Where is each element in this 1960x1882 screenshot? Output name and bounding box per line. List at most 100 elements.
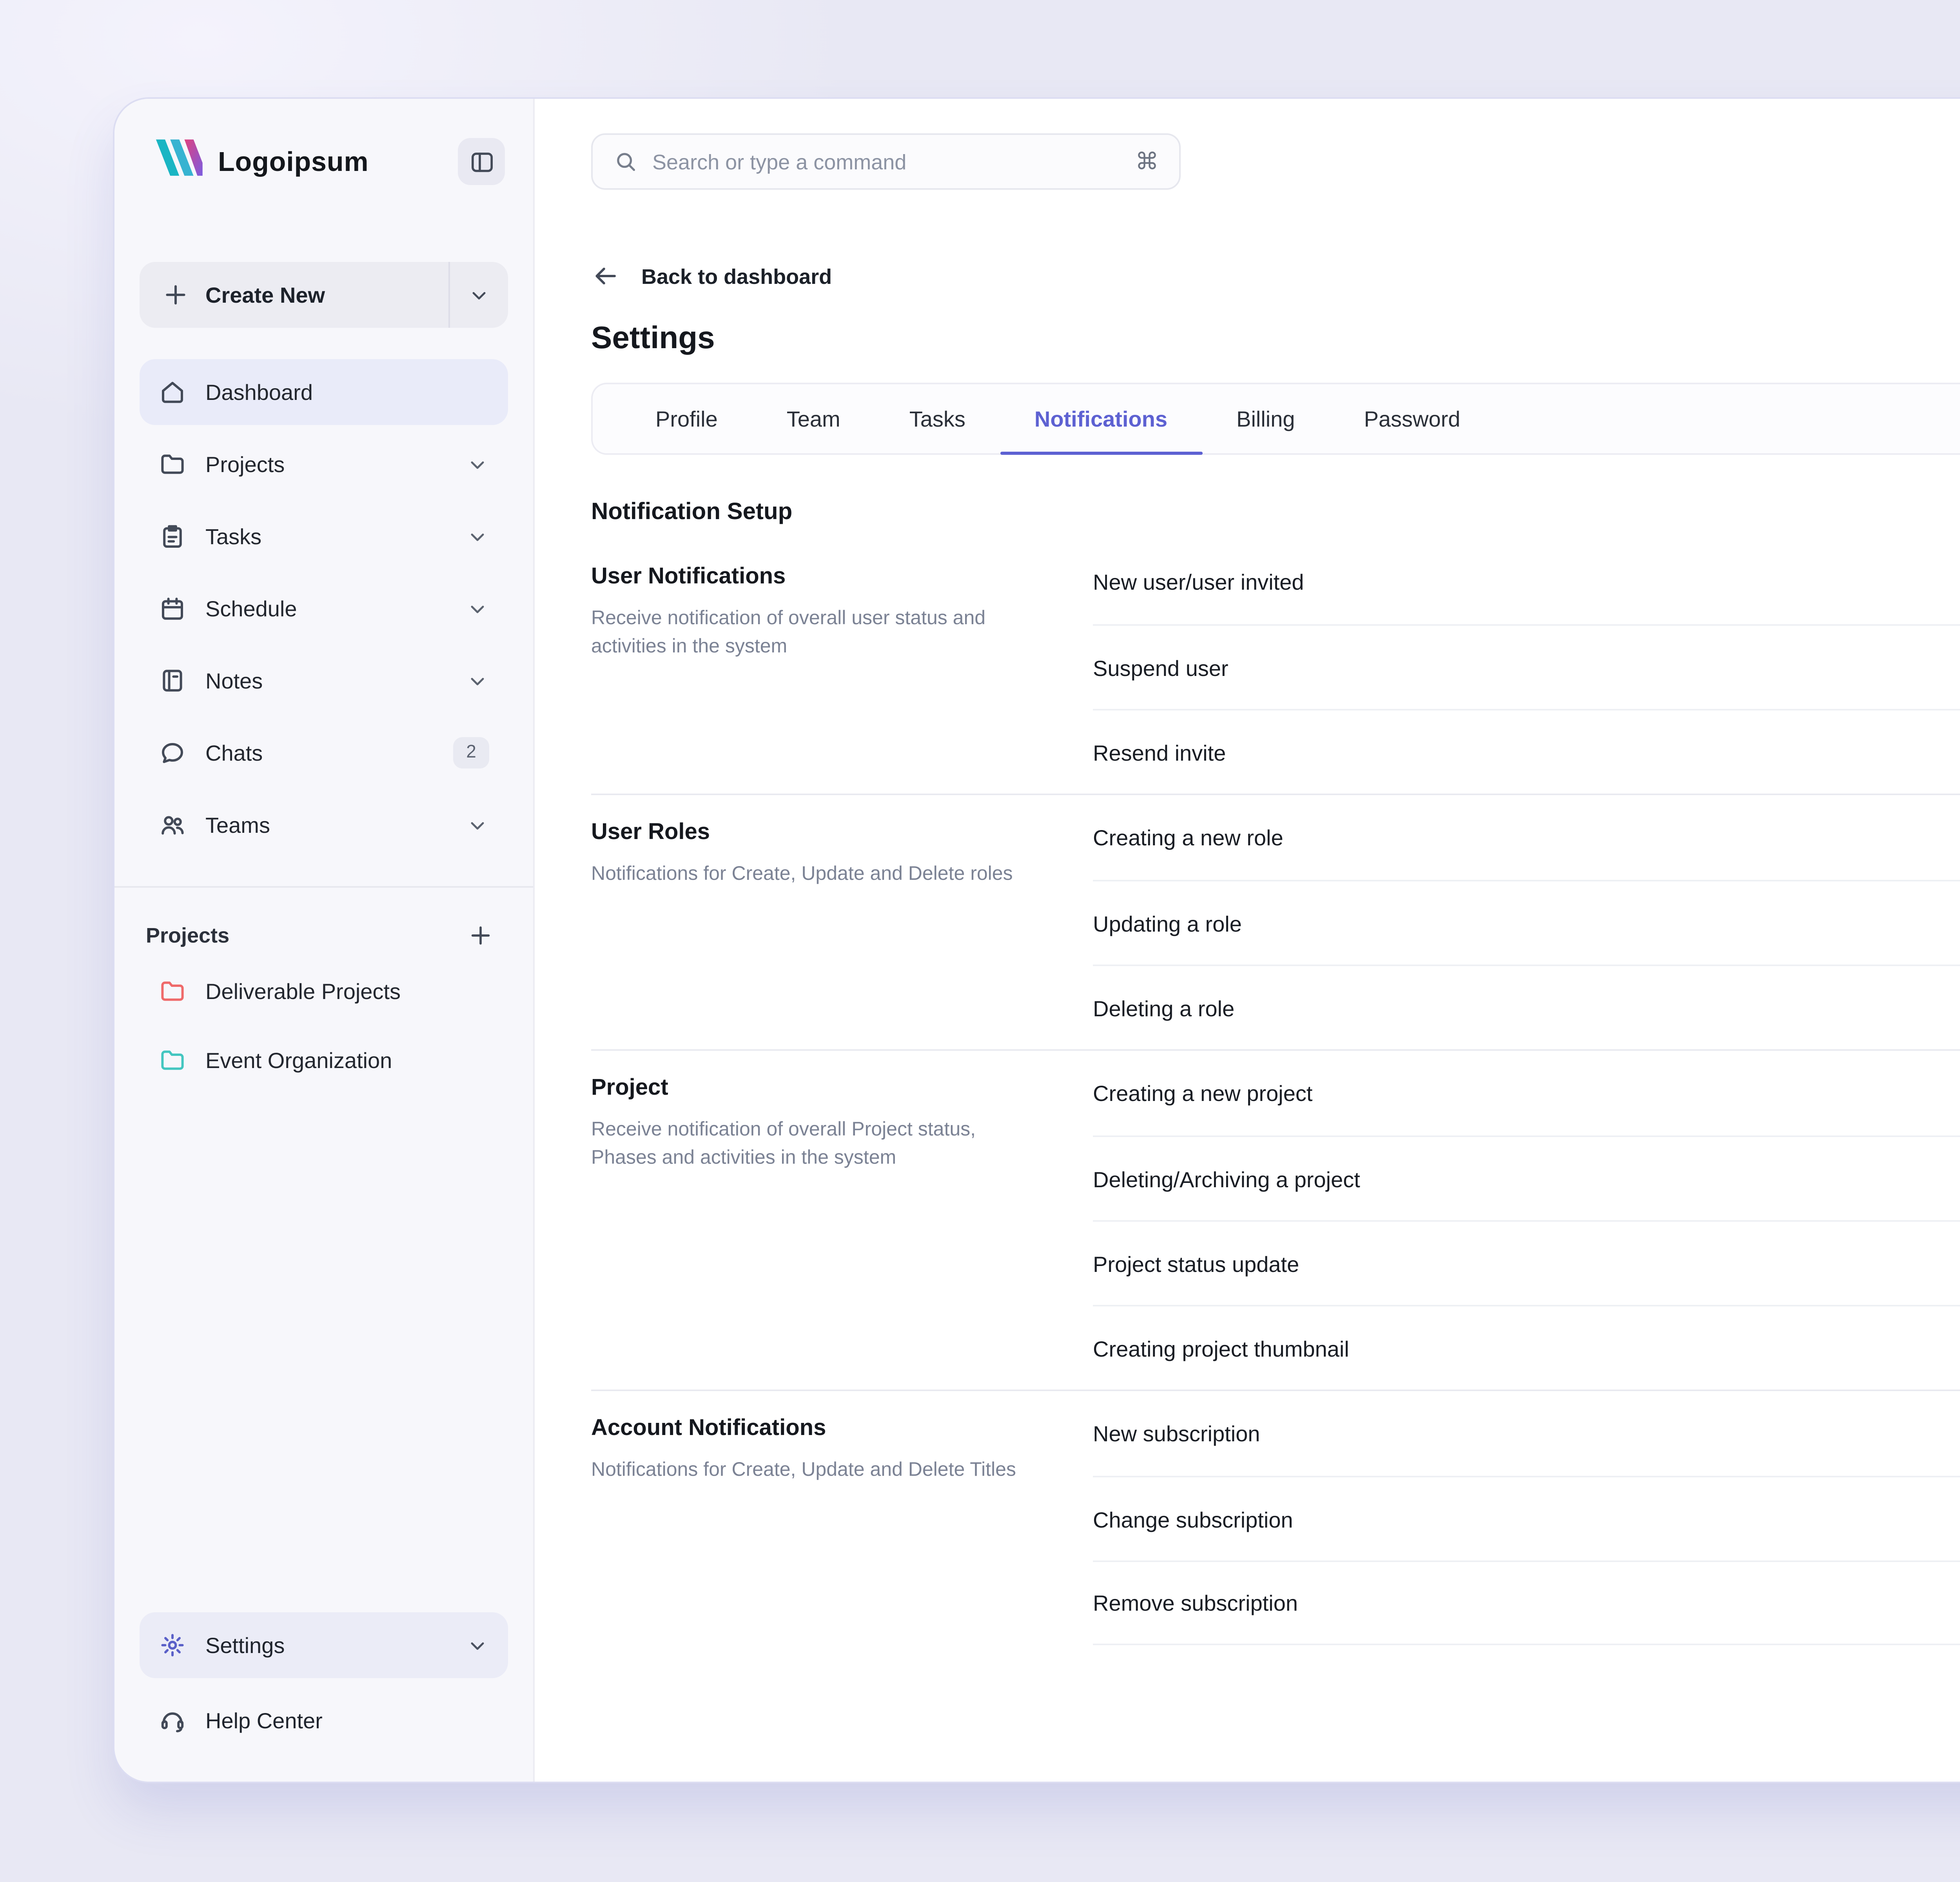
gear-icon [158, 1631, 187, 1659]
sidebar-collapse-button[interactable] [458, 138, 505, 185]
tab-label: Profile [655, 406, 718, 431]
folder-icon [158, 450, 187, 478]
chevron-down-icon [466, 813, 489, 837]
logo-icon [152, 138, 204, 185]
notification-group: User Roles Notifications for Create, Upda… [591, 794, 1960, 1049]
sidebar-item-label: Tasks [205, 524, 262, 549]
app-window: Logoipsum Create New Dashboard Projects [114, 99, 1960, 1782]
sidebar-item-label: Chats [205, 740, 263, 765]
notification-row-label: Change subscription [1093, 1506, 1293, 1531]
tab-label: Password [1364, 406, 1461, 431]
chat-icon [158, 739, 187, 767]
tabs: Profile Team Tasks Notifications Billing Pass… [591, 383, 1960, 455]
sidebar-header: Logoipsum [114, 99, 533, 224]
project-item[interactable]: Deliverable Projects [140, 960, 508, 1023]
notification-setup-title: Notification Setup [591, 498, 793, 525]
notification-row: Creating a new projectNoneIn AppEmail [1093, 1051, 1960, 1135]
sidebar-item-help-center[interactable]: Help Center [140, 1688, 508, 1753]
tab-profile[interactable]: Profile [621, 384, 752, 453]
notification-row-label: Deleting a role [1093, 995, 1235, 1020]
folder-icon [158, 977, 187, 1005]
create-new-button[interactable]: Create New [140, 262, 508, 328]
back-label: Back to dashboard [641, 264, 832, 288]
tab-tasks[interactable]: Tasks [875, 384, 1000, 453]
search-bar[interactable]: ⌘ [591, 133, 1181, 190]
sidebar-item-teams[interactable]: Teams [140, 792, 508, 858]
tab-label: Team [786, 406, 840, 431]
notification-row: New user/user invitedNoneIn AppEmail [1093, 540, 1960, 624]
notification-row-label: Updating a role [1093, 910, 1242, 936]
sidebar-item-schedule[interactable]: Schedule [140, 576, 508, 641]
panel-icon [468, 148, 495, 175]
chevron-down-icon [466, 669, 489, 692]
group-description: Receive notification of overall Project … [591, 1118, 976, 1169]
project-item[interactable]: Event Organization [140, 1029, 508, 1092]
sidebar-body: Create New Dashboard Projects Tasks Schedul… [114, 224, 533, 1612]
notification-group: Account Notifications Notifications for C… [591, 1390, 1960, 1645]
notification-row-label: Remove subscription [1093, 1590, 1298, 1615]
back-to-dashboard-button[interactable]: Back to dashboard [591, 262, 832, 290]
users-icon [158, 811, 187, 839]
create-new-label: Create New [205, 282, 325, 307]
group-description: Notifications for Create, Update and Del… [591, 1459, 1016, 1481]
chats-count-badge: 2 [453, 737, 489, 768]
group-title: User Notifications [591, 565, 786, 590]
notification-row: Deleting a roleNoneIn AppEmail [1093, 965, 1960, 1049]
sidebar-item-tasks[interactable]: Tasks [140, 503, 508, 569]
main-area: ⌘ 2 [535, 99, 1960, 1782]
tab-notifications[interactable]: Notifications [1000, 384, 1202, 455]
sidebar-item-chats[interactable]: Chats 2 [140, 720, 508, 786]
sidebar-item-settings[interactable]: Settings [140, 1612, 508, 1678]
group-title: Account Notifications [591, 1416, 826, 1441]
tasks-icon [158, 522, 187, 550]
sidebar-item-label: Notes [205, 668, 263, 693]
notification-row: Updating a roleNoneIn AppEmail [1093, 880, 1960, 965]
tab-billing[interactable]: Billing [1202, 384, 1329, 453]
group-title: Project [591, 1076, 668, 1101]
tab-label: Notifications [1034, 406, 1167, 431]
notification-row-label: Creating a new project [1093, 1081, 1313, 1106]
sidebar-item-label: Schedule [205, 596, 297, 621]
chevron-down-icon [466, 525, 489, 548]
sidebar-item-label: Projects [205, 452, 285, 477]
notification-row-label: Suspend user [1093, 655, 1229, 680]
help-center-label: Help Center [205, 1708, 323, 1733]
logo-text: Logoipsum [218, 145, 369, 176]
sidebar-item-projects[interactable]: Projects [140, 431, 508, 497]
notification-row: Change subscriptionNoneIn AppEmail [1093, 1476, 1960, 1560]
notification-row-label: New subscription [1093, 1421, 1260, 1446]
tab-team[interactable]: Team [752, 384, 875, 453]
create-new-dropdown-button[interactable] [448, 262, 508, 328]
command-shortcut: ⌘ [1135, 149, 1159, 176]
chevron-down-icon [467, 283, 491, 307]
add-project-button[interactable] [461, 916, 499, 954]
tab-label: Billing [1236, 406, 1295, 431]
notes-icon [158, 667, 187, 695]
chevron-down-icon [466, 452, 489, 476]
notification-row-label: New user/user invited [1093, 569, 1304, 594]
sidebar-divider [114, 886, 533, 888]
notification-row: Resend inviteNoneIn AppEmail [1093, 709, 1960, 794]
notification-row-label: Creating a new role [1093, 825, 1283, 850]
group-title: User Roles [591, 820, 710, 845]
projects-section-title: Projects [146, 923, 230, 946]
sidebar-item-notes[interactable]: Notes [140, 648, 508, 714]
notification-row-label: Creating project thumbnail [1093, 1335, 1349, 1361]
sidebar-item-label: Teams [205, 812, 270, 837]
plus-icon [162, 281, 190, 309]
sidebar-item-dashboard[interactable]: Dashboard [140, 359, 508, 425]
topbar: ⌘ 2 [535, 99, 1960, 224]
notification-row: New subscriptionNoneIn AppEmail [1093, 1391, 1960, 1476]
settings-content: Back to dashboard Settings Profile Team Ta… [535, 224, 1960, 1782]
notification-row: Creating a new roleNoneIn AppEmail [1093, 795, 1960, 880]
group-description: Notifications for Create, Update and Del… [591, 863, 1013, 885]
notification-group: Project Receive notification of overall P… [591, 1049, 1960, 1390]
chevron-down-icon [466, 597, 489, 620]
logo: Logoipsum [152, 138, 368, 185]
folder-icon [158, 1046, 187, 1074]
tab-password[interactable]: Password [1329, 384, 1495, 453]
notification-groups: User Notifications Receive notification o… [591, 540, 1960, 1645]
search-input[interactable] [652, 150, 1121, 173]
arrow-left-icon [591, 262, 619, 290]
